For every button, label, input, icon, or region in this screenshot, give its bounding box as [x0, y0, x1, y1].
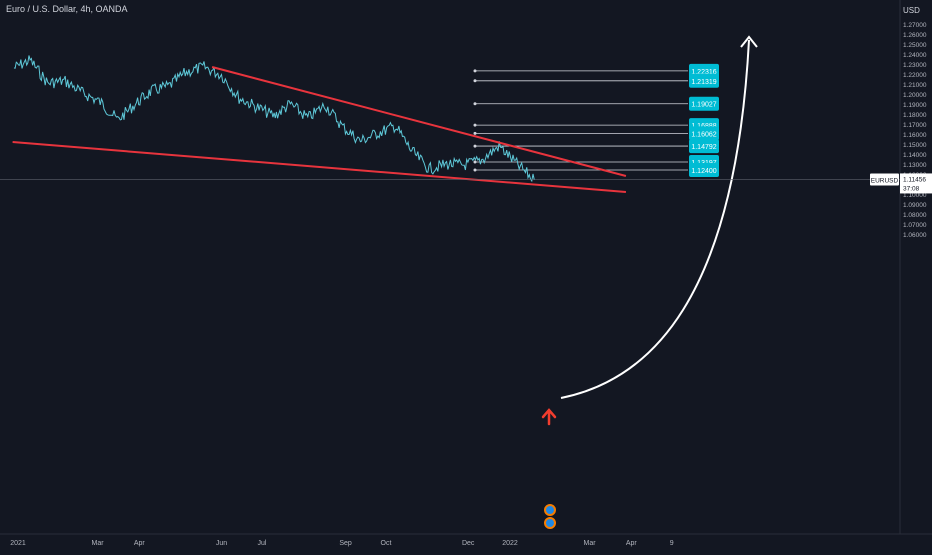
event-marker-icon[interactable]	[544, 504, 556, 516]
price-tick-label: 1.20000	[903, 92, 927, 99]
level-label: 1.19027	[691, 102, 716, 109]
level-anchor-dot	[473, 79, 477, 83]
price-tick-label: 1.21000	[903, 82, 927, 89]
lower-trendline[interactable]	[12, 141, 627, 193]
price-tick-label: 1.24000	[903, 52, 927, 59]
last-price-value: 1.11456	[903, 176, 926, 183]
time-tick-label: 2022	[502, 540, 518, 547]
time-tick-label: 2021	[10, 540, 26, 547]
symbol-title[interactable]: Euro / U.S. Dollar, 4h, OANDA	[6, 4, 128, 14]
bar-countdown: 37:08	[903, 185, 920, 192]
currency-label[interactable]: USD	[903, 6, 920, 15]
price-tick-label: 1.17000	[903, 122, 927, 129]
level-anchor-dot	[473, 69, 477, 73]
time-tick-label: Jun	[216, 540, 227, 547]
time-tick-label: Jul	[258, 540, 267, 547]
time-tick-label: 9	[670, 540, 674, 547]
level-label: 1.12400	[691, 168, 716, 175]
level-label: 1.14792	[691, 144, 716, 151]
level-anchor-dot	[473, 131, 477, 135]
level-label-box	[689, 163, 719, 177]
level-anchor-dot	[473, 144, 477, 148]
level-anchor-dot	[473, 102, 477, 106]
level-label-box	[689, 73, 719, 88]
price-series-line[interactable]	[13, 55, 535, 183]
projection-arrowhead	[740, 35, 758, 48]
price-tick-label: 1.10000	[903, 192, 927, 199]
up-arrow-icon	[541, 408, 557, 426]
level-label-box	[689, 139, 719, 154]
price-tick-label: 1.14000	[903, 152, 927, 159]
price-tick-label: 1.19000	[903, 102, 927, 109]
level-label: 1.16062	[691, 131, 716, 138]
level-label-box	[689, 96, 719, 111]
level-anchor-dot	[473, 123, 477, 127]
event-marker-icon[interactable]	[544, 517, 556, 529]
price-tick-label: 1.08000	[903, 212, 927, 219]
time-tick-label: Apr	[134, 540, 146, 547]
price-tick-label: 1.25000	[903, 42, 927, 49]
price-tick-label: 1.15000	[903, 142, 927, 149]
price-tick-label: 1.27000	[903, 22, 927, 29]
upper-trendline[interactable]	[211, 66, 627, 177]
level-anchor-dot	[473, 168, 477, 172]
price-tick-label: 1.26000	[903, 32, 927, 39]
projection-curve[interactable]	[560, 39, 750, 399]
level-label-box	[689, 126, 719, 141]
price-tick-label: 1.23000	[903, 62, 927, 69]
time-tick-label: Apr	[626, 540, 638, 547]
level-label: 1.21319	[691, 79, 716, 86]
price-tick-label: 1.18000	[903, 112, 927, 119]
price-tick-label: 1.22000	[903, 72, 927, 79]
level-anchor-dot	[473, 160, 477, 164]
price-tick-label: 1.13000	[903, 162, 927, 169]
time-tick-label: Sep	[339, 540, 352, 547]
time-tick-label: Mar	[583, 540, 596, 547]
price-tick-label: 1.16000	[903, 132, 927, 139]
symbol-badge[interactable]	[870, 173, 899, 186]
time-tick-label: Dec	[462, 540, 475, 547]
time-tick-label: Oct	[381, 540, 392, 547]
symbol-badge-label: EURUSD	[871, 177, 899, 184]
time-tick-label: Mar	[91, 540, 104, 547]
last-price-badge[interactable]	[900, 173, 932, 194]
price-tick-label: 1.07000	[903, 222, 927, 229]
level-label: 1.22316	[691, 69, 716, 76]
price-tick-label: 1.09000	[903, 202, 927, 209]
price-tick-label: 1.06000	[903, 232, 927, 239]
